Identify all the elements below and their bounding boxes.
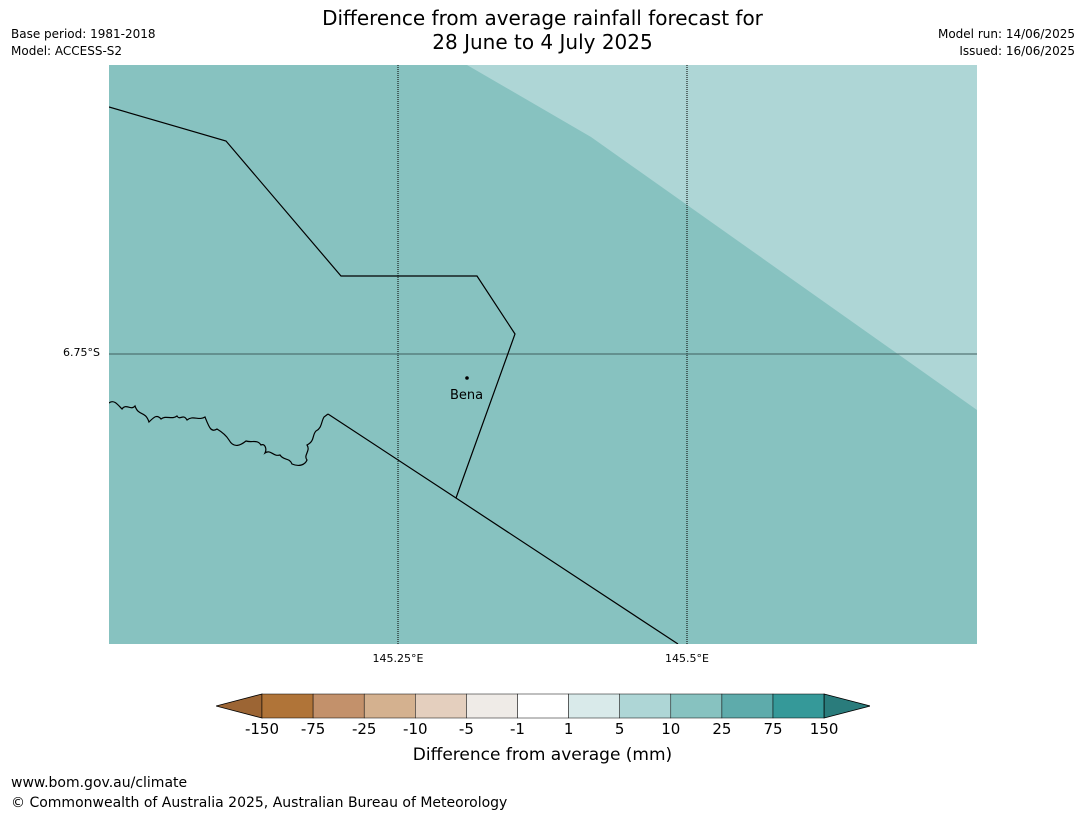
colorbar-segment (261, 693, 314, 719)
footer-url[interactable]: www.bom.gov.au/climate (11, 775, 188, 791)
colorbar-segment (772, 693, 825, 719)
colorbar-tick-label: -10 (403, 720, 428, 738)
place-marker-bena (465, 376, 469, 380)
colorbar-segment (721, 693, 774, 719)
map-title: Difference from average rainfall forecas… (0, 6, 1085, 54)
province-boundary-north (109, 106, 516, 499)
meta-right: Model run: 14/06/2025 Issued: 16/06/2025 (938, 26, 1075, 60)
colorbar-segment (466, 693, 518, 719)
colorbar-segment (312, 693, 365, 719)
colorbar-label: Difference from average (mm) (412, 745, 673, 765)
map-area (109, 65, 977, 644)
colorbar-tick-label: 1 (563, 720, 574, 738)
model-name: Model: ACCESS-S2 (11, 44, 123, 58)
title-line-2: 28 June to 4 July 2025 (432, 30, 653, 54)
colorbar-segment (670, 693, 723, 719)
colorbar-tick-label: 75 (763, 720, 783, 738)
model-run: Model run: 14/06/2025 (937, 27, 1075, 41)
province-boundary-south (327, 413, 679, 644)
colorbar-segment (415, 693, 467, 719)
colorbar-tick-label: 10 (661, 720, 681, 738)
colorbar (216, 693, 870, 719)
colorbar-tick-label: 150 (809, 720, 839, 738)
colorbar-tick-label: 5 (614, 720, 625, 738)
river-boundary (109, 401, 329, 466)
colorbar-tick-label: -5 (458, 720, 474, 738)
lon-label-145-5: 145.5°E (665, 652, 709, 665)
colorbar-segment (568, 693, 620, 719)
meta-left: Base period: 1981-2018 Model: ACCESS-S2 (11, 26, 156, 60)
colorbar-extend-high (823, 693, 870, 719)
issued-date: Issued: 16/06/2025 (959, 44, 1075, 58)
colorbar-tick-label: -25 (351, 720, 377, 738)
footer-copyright: © Commonwealth of Australia 2025, Austra… (11, 795, 508, 811)
colorbar-extend-low (216, 693, 263, 719)
map-fill-lighter-region (467, 65, 977, 410)
title-line-1: Difference from average rainfall forecas… (322, 6, 763, 30)
colorbar-segment (619, 693, 672, 719)
colorbar-tick-label: -150 (244, 720, 280, 738)
colorbar-tick-label: -1 (510, 720, 525, 738)
colorbar-tick-label: 25 (712, 720, 732, 738)
lon-label-145-25: 145.25°E (372, 652, 424, 665)
lat-label: 6.75°S (63, 346, 100, 359)
colorbar-segment (363, 693, 416, 719)
place-label-bena: Bena (450, 388, 484, 403)
base-period: Base period: 1981-2018 (11, 27, 156, 41)
colorbar-tick-label: -75 (300, 720, 326, 738)
colorbar-segment (517, 693, 569, 719)
